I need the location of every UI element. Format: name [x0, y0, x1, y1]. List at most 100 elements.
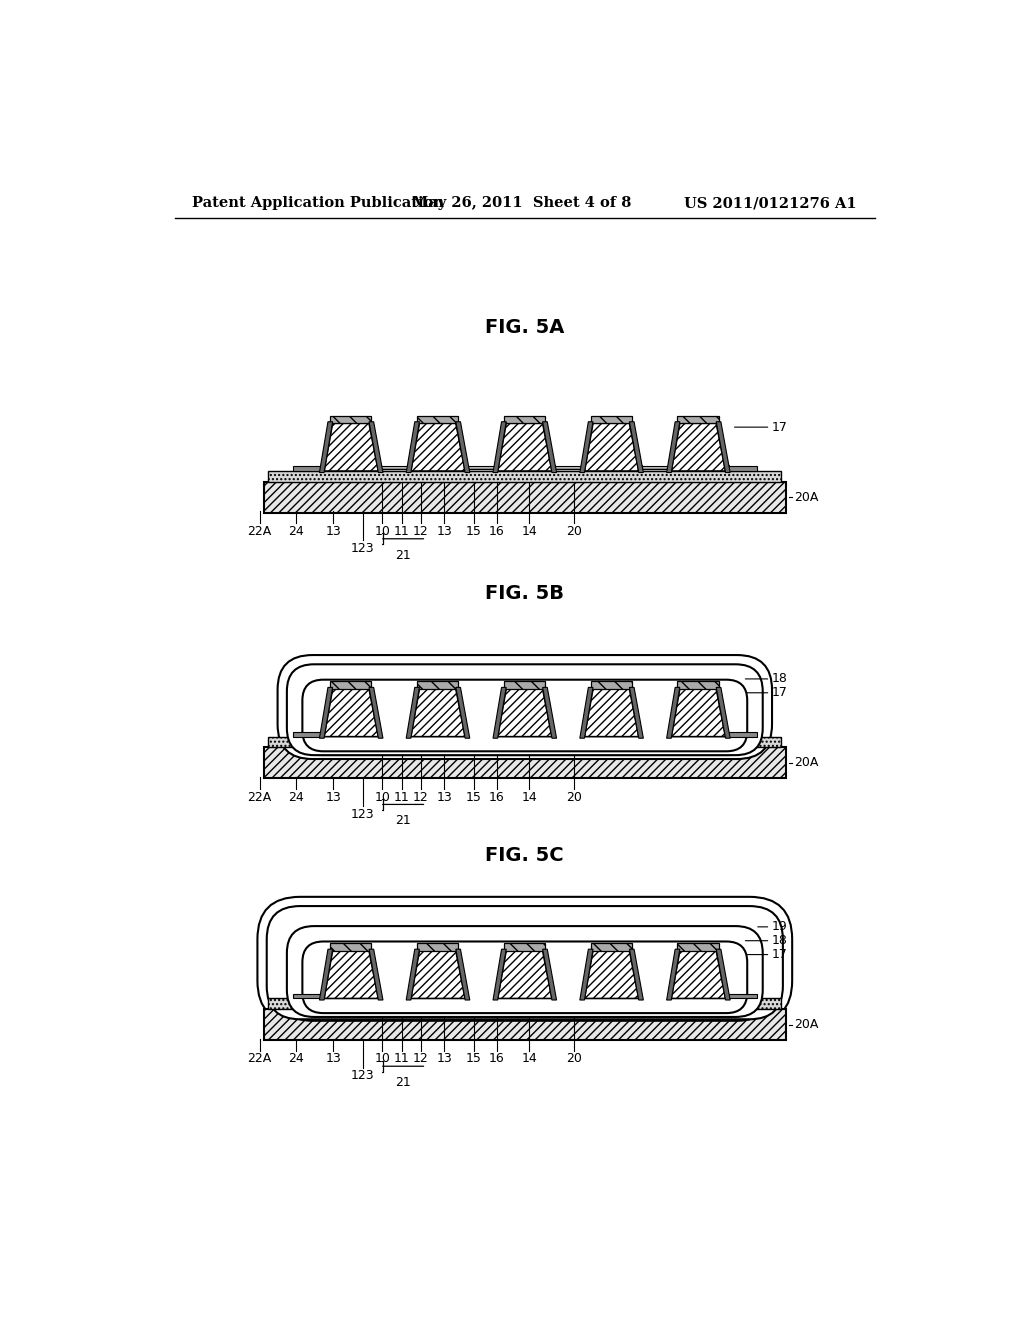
Polygon shape	[630, 949, 643, 1001]
Bar	[678, 416, 719, 424]
Bar	[293, 994, 324, 998]
Bar	[678, 942, 719, 950]
FancyBboxPatch shape	[278, 655, 772, 759]
Polygon shape	[667, 688, 680, 738]
Text: 20: 20	[566, 1052, 583, 1065]
Text: 19: 19	[772, 920, 787, 933]
Text: 13: 13	[436, 791, 452, 804]
Bar	[504, 416, 545, 424]
Polygon shape	[580, 949, 593, 1001]
Text: 22A: 22A	[248, 1052, 272, 1065]
Polygon shape	[319, 949, 333, 1001]
Text: 123: 123	[351, 808, 375, 821]
FancyBboxPatch shape	[257, 896, 793, 1023]
Bar	[417, 416, 458, 424]
Polygon shape	[585, 424, 639, 471]
Bar	[408, 465, 468, 471]
Text: 22A: 22A	[248, 525, 272, 539]
Bar	[263, 1010, 786, 1040]
Polygon shape	[456, 949, 470, 1001]
Text: 13: 13	[326, 791, 341, 804]
Bar	[669, 730, 729, 737]
Bar	[465, 993, 498, 998]
Polygon shape	[369, 949, 383, 1001]
Text: 24: 24	[289, 791, 304, 804]
Bar	[268, 737, 781, 747]
Text: 20: 20	[566, 791, 583, 804]
Polygon shape	[407, 688, 420, 738]
FancyBboxPatch shape	[266, 906, 783, 1019]
Bar	[504, 681, 545, 689]
FancyBboxPatch shape	[287, 927, 763, 1016]
FancyBboxPatch shape	[302, 680, 748, 751]
Bar	[293, 466, 324, 471]
Bar	[465, 731, 498, 737]
Text: 14: 14	[521, 1052, 538, 1065]
Text: 24: 24	[289, 525, 304, 539]
Polygon shape	[319, 688, 333, 738]
Text: 16: 16	[489, 791, 505, 804]
Bar	[408, 730, 468, 737]
Bar	[639, 993, 672, 998]
Polygon shape	[667, 422, 680, 473]
Polygon shape	[672, 950, 726, 998]
Text: 12: 12	[413, 1052, 429, 1065]
Bar	[321, 465, 381, 471]
Text: 21: 21	[395, 549, 411, 562]
Polygon shape	[667, 949, 680, 1001]
Bar	[639, 731, 672, 737]
Text: 13: 13	[436, 1052, 452, 1065]
Polygon shape	[324, 689, 378, 737]
Text: 15: 15	[466, 1052, 481, 1065]
FancyBboxPatch shape	[295, 933, 755, 1016]
Text: 14: 14	[521, 525, 538, 539]
Bar	[465, 466, 498, 471]
Text: 21: 21	[395, 814, 411, 828]
Polygon shape	[580, 422, 593, 473]
Text: Patent Application Publication: Patent Application Publication	[191, 197, 443, 210]
Bar	[495, 465, 555, 471]
Text: 18: 18	[772, 672, 787, 685]
Polygon shape	[585, 689, 639, 737]
Bar	[378, 731, 411, 737]
Text: 14: 14	[521, 791, 538, 804]
Text: 16: 16	[489, 1052, 505, 1065]
Bar	[552, 731, 585, 737]
Bar	[495, 730, 555, 737]
Text: 10: 10	[374, 1052, 390, 1065]
Bar	[726, 466, 757, 471]
Polygon shape	[493, 422, 506, 473]
Bar	[669, 465, 729, 471]
Polygon shape	[369, 688, 383, 738]
Text: 10: 10	[374, 525, 390, 539]
Polygon shape	[407, 422, 420, 473]
Bar	[591, 942, 632, 950]
Text: FIG. 5A: FIG. 5A	[485, 318, 564, 338]
Text: 10: 10	[374, 791, 390, 804]
Polygon shape	[411, 950, 465, 998]
Bar	[331, 942, 372, 950]
Polygon shape	[456, 688, 470, 738]
Text: FIG. 5B: FIG. 5B	[485, 583, 564, 603]
Bar	[268, 471, 781, 482]
Text: 17: 17	[772, 421, 787, 434]
Bar	[582, 465, 642, 471]
Text: May 26, 2011  Sheet 4 of 8: May 26, 2011 Sheet 4 of 8	[412, 197, 631, 210]
FancyBboxPatch shape	[278, 917, 772, 1020]
Bar	[504, 942, 545, 950]
Bar	[408, 993, 468, 998]
Polygon shape	[543, 949, 557, 1001]
Bar	[591, 416, 632, 424]
Polygon shape	[456, 422, 470, 473]
Text: 11: 11	[393, 525, 410, 539]
Bar	[726, 994, 757, 998]
Polygon shape	[493, 949, 506, 1001]
Text: US 2011/0121276 A1: US 2011/0121276 A1	[684, 197, 857, 210]
Text: 17: 17	[772, 948, 787, 961]
Text: 16: 16	[489, 525, 505, 539]
Polygon shape	[407, 949, 420, 1001]
Text: FIG. 5C: FIG. 5C	[485, 846, 564, 865]
Polygon shape	[498, 424, 552, 471]
Text: 15: 15	[466, 791, 481, 804]
Polygon shape	[672, 689, 726, 737]
